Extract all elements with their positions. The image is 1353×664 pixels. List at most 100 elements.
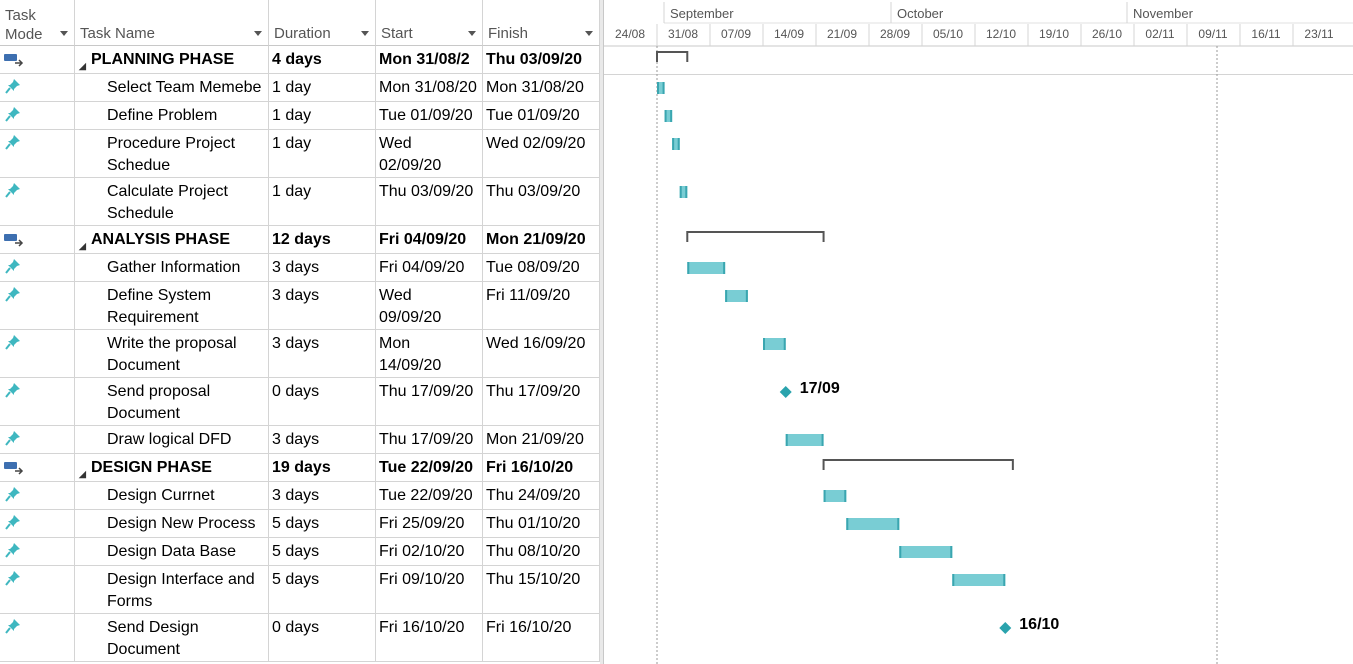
task-row[interactable]: Gather Information 3 days Fri 04/09/20 Tue … [0, 254, 600, 282]
finish-cell[interactable]: Mon 21/09/20 [483, 226, 600, 253]
duration-cell[interactable]: 4 days [269, 46, 376, 73]
duration-cell[interactable]: 5 days [269, 510, 376, 537]
summary-bar[interactable] [656, 51, 689, 62]
task-name-cell[interactable]: Write the proposal Document [75, 330, 269, 377]
chevron-down-icon[interactable] [468, 31, 476, 36]
milestone-diamond[interactable] [779, 386, 792, 398]
task-name-cell[interactable]: ◢ PLANNING PHASE [75, 46, 269, 73]
duration-cell[interactable]: 5 days [269, 566, 376, 613]
finish-cell[interactable]: Thu 24/09/20 [483, 482, 600, 509]
chevron-down-icon[interactable] [254, 31, 262, 36]
task-row[interactable]: Define Problem 1 day Tue 01/09/20 Tue 01/09… [0, 102, 600, 130]
task-mode-cell[interactable] [0, 482, 75, 509]
task-name-cell[interactable]: Calculate Project Schedule [75, 178, 269, 225]
column-header-task-name[interactable]: Task Name [75, 0, 269, 46]
start-cell[interactable]: Tue 01/09/20 [376, 102, 483, 129]
duration-cell[interactable]: 3 days [269, 330, 376, 377]
task-bar[interactable] [823, 490, 847, 502]
finish-cell[interactable]: Thu 03/09/20 [483, 46, 600, 73]
finish-cell[interactable]: Thu 01/10/20 [483, 510, 600, 537]
summary-bar[interactable] [822, 459, 1014, 470]
milestone-diamond[interactable] [999, 622, 1012, 634]
duration-cell[interactable]: 3 days [269, 482, 376, 509]
finish-cell[interactable]: Thu 08/10/20 [483, 538, 600, 565]
task-row[interactable]: Design New Process 5 days Fri 25/09/20 Thu … [0, 510, 600, 538]
duration-cell[interactable]: 1 day [269, 74, 376, 101]
start-cell[interactable]: Mon 14/09/20 [376, 330, 483, 377]
task-row[interactable]: Define System Requirement 3 days Wed 09/09… [0, 282, 600, 330]
duration-cell[interactable]: 1 day [269, 102, 376, 129]
task-name-cell[interactable]: Send proposal Document [75, 378, 269, 425]
start-cell[interactable]: Fri 09/10/20 [376, 566, 483, 613]
task-name-cell[interactable]: Design Data Base [75, 538, 269, 565]
task-mode-cell[interactable] [0, 282, 75, 329]
task-name-cell[interactable]: ◢ ANALYSIS PHASE [75, 226, 269, 253]
finish-cell[interactable]: Tue 01/09/20 [483, 102, 600, 129]
start-cell[interactable]: Fri 04/09/20 [376, 226, 483, 253]
task-name-cell[interactable]: Design Interface and Forms [75, 566, 269, 613]
task-bar[interactable] [687, 262, 726, 274]
collapse-toggle-icon[interactable]: ◢ [79, 241, 86, 251]
task-row[interactable]: Select Team Memebe 1 day Mon 31/08/20 Mon 3… [0, 74, 600, 102]
task-mode-cell[interactable] [0, 454, 75, 481]
column-header-finish[interactable]: Finish [483, 0, 600, 46]
task-name-cell[interactable]: Define Problem [75, 102, 269, 129]
finish-cell[interactable]: Mon 21/09/20 [483, 426, 600, 453]
task-bar[interactable] [899, 546, 953, 558]
start-cell[interactable]: Fri 25/09/20 [376, 510, 483, 537]
task-name-cell[interactable]: Gather Information [75, 254, 269, 281]
start-cell[interactable]: Thu 17/09/20 [376, 378, 483, 425]
start-cell[interactable]: Fri 16/10/20 [376, 614, 483, 661]
task-bar[interactable] [846, 518, 900, 530]
finish-cell[interactable]: Thu 03/09/20 [483, 178, 600, 225]
start-cell[interactable]: Thu 17/09/20 [376, 426, 483, 453]
column-header-start[interactable]: Start [376, 0, 483, 46]
duration-cell[interactable]: 3 days [269, 282, 376, 329]
duration-cell[interactable]: 0 days [269, 378, 376, 425]
finish-cell[interactable]: Mon 31/08/20 [483, 74, 600, 101]
task-row[interactable]: Write the proposal Document 3 days Mon 14/… [0, 330, 600, 378]
task-mode-cell[interactable] [0, 614, 75, 661]
task-row[interactable]: Procedure Project Schedue 1 day Wed 02/09/… [0, 130, 600, 178]
chevron-down-icon[interactable] [60, 31, 68, 36]
task-row[interactable]: Send proposal Document 0 days Thu 17/09/20… [0, 378, 600, 426]
task-mode-cell[interactable] [0, 226, 75, 253]
summary-bar[interactable] [686, 231, 825, 242]
summary-task-row[interactable]: ◢ DESIGN PHASE 19 days Tue 22/09/20 Fri 16/1… [0, 454, 600, 482]
start-cell[interactable]: Tue 22/09/20 [376, 454, 483, 481]
task-name-cell[interactable]: ◢ DESIGN PHASE [75, 454, 269, 481]
summary-task-row[interactable]: ◢ PLANNING PHASE 4 days Mon 31/08/2 Thu 03/0… [0, 46, 600, 74]
task-row[interactable]: Design Data Base 5 days Fri 02/10/20 Thu 08… [0, 538, 600, 566]
task-bar[interactable] [657, 82, 665, 94]
start-cell[interactable]: Wed 09/09/20 [376, 282, 483, 329]
task-mode-cell[interactable] [0, 538, 75, 565]
start-cell[interactable]: Mon 31/08/20 [376, 74, 483, 101]
task-bar[interactable] [672, 138, 680, 150]
summary-task-row[interactable]: ◢ ANALYSIS PHASE 12 days Fri 04/09/20 Mon 21… [0, 226, 600, 254]
task-bar[interactable] [763, 338, 786, 350]
task-row[interactable]: Design Interface and Forms 5 days Fri 09/1… [0, 566, 600, 614]
task-mode-cell[interactable] [0, 46, 75, 73]
chevron-down-icon[interactable] [585, 31, 593, 36]
task-name-cell[interactable]: Design New Process [75, 510, 269, 537]
start-cell[interactable]: Wed 02/09/20 [376, 130, 483, 177]
task-bar[interactable] [725, 290, 748, 302]
view-splitter[interactable] [600, 0, 603, 664]
duration-cell[interactable]: 12 days [269, 226, 376, 253]
task-mode-cell[interactable] [0, 426, 75, 453]
start-cell[interactable]: Tue 22/09/20 [376, 482, 483, 509]
duration-cell[interactable]: 3 days [269, 426, 376, 453]
finish-cell[interactable]: Wed 02/09/20 [483, 130, 600, 177]
column-header-duration[interactable]: Duration [269, 0, 376, 46]
task-row[interactable]: Draw logical DFD 3 days Thu 17/09/20 Mon 21… [0, 426, 600, 454]
duration-cell[interactable]: 5 days [269, 538, 376, 565]
finish-cell[interactable]: Fri 11/09/20 [483, 282, 600, 329]
task-mode-cell[interactable] [0, 510, 75, 537]
finish-cell[interactable]: Tue 08/09/20 [483, 254, 600, 281]
task-mode-cell[interactable] [0, 130, 75, 177]
finish-cell[interactable]: Thu 17/09/20 [483, 378, 600, 425]
task-name-cell[interactable]: Select Team Memebe [75, 74, 269, 101]
chevron-down-icon[interactable] [361, 31, 369, 36]
column-header-task-mode[interactable]: Task Mode [0, 0, 75, 46]
task-name-cell[interactable]: Define System Requirement [75, 282, 269, 329]
